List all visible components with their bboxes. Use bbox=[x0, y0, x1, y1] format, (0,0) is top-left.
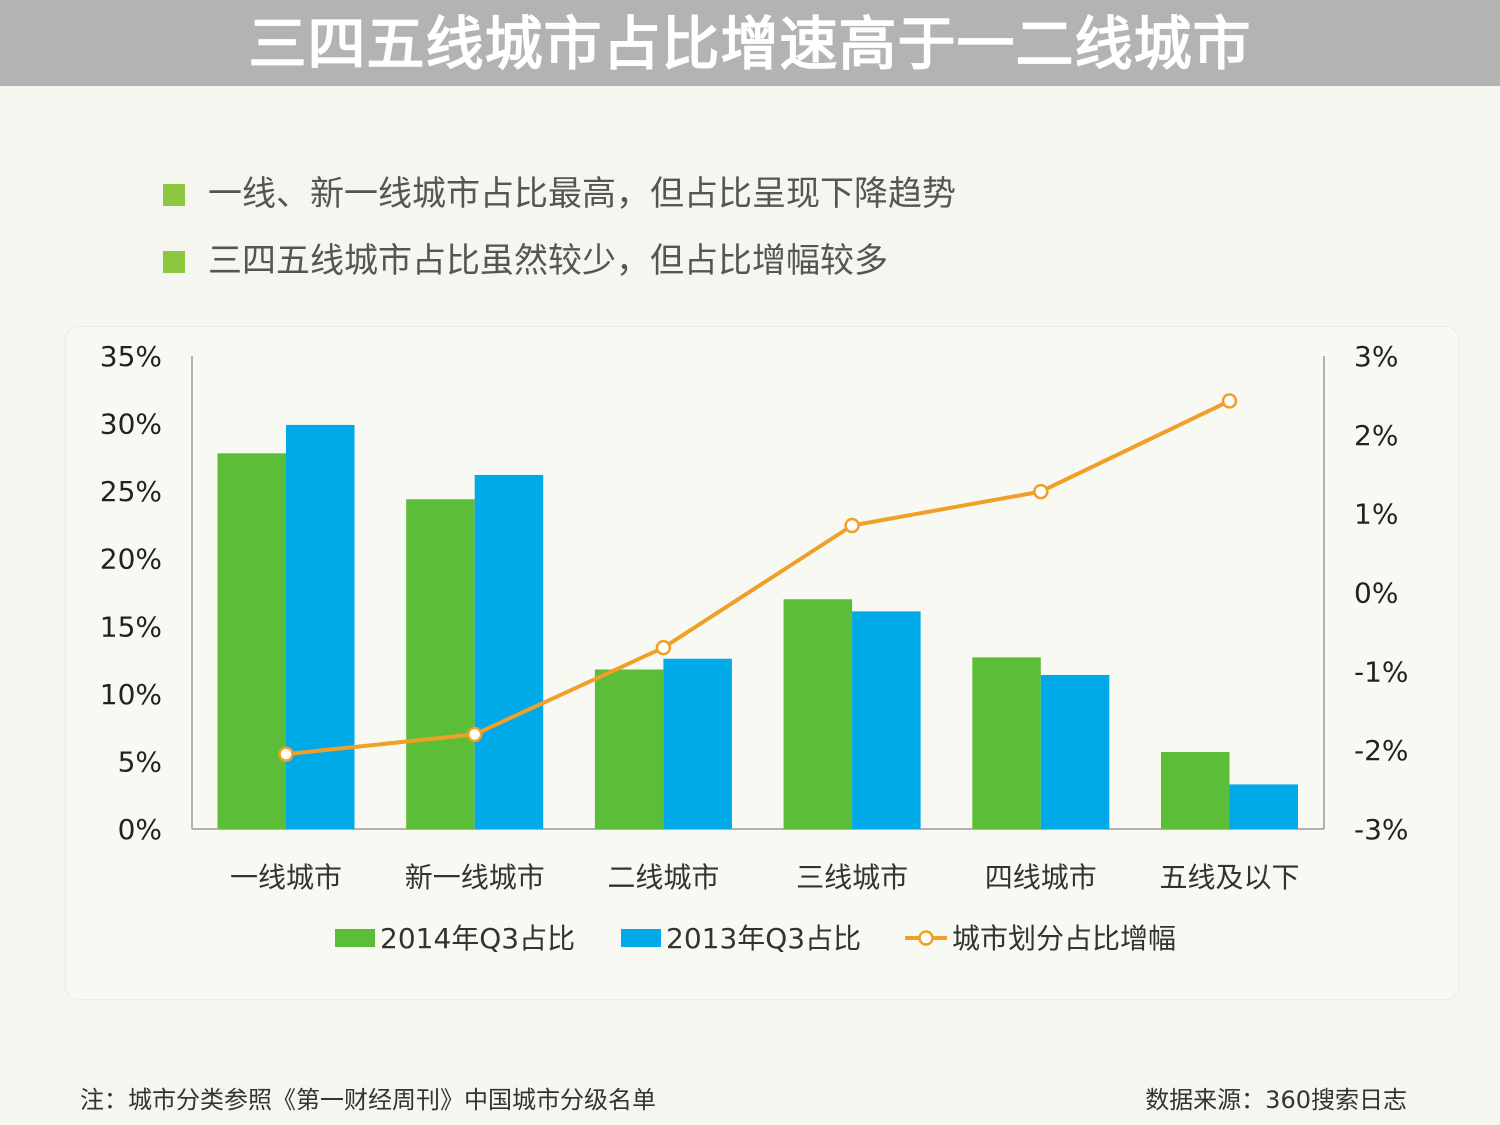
bar-series-2013 bbox=[1229, 784, 1298, 829]
right-tick-label: 2% bbox=[1354, 419, 1398, 452]
chart-line bbox=[278, 393, 1238, 762]
category-label: 一线城市 bbox=[230, 861, 342, 894]
right-tick-label: 1% bbox=[1354, 498, 1398, 531]
chart-axes bbox=[191, 356, 1325, 830]
category-label: 四线城市 bbox=[985, 861, 1097, 894]
left-tick-label: 25% bbox=[100, 475, 162, 508]
bar-series-2014 bbox=[594, 669, 664, 829]
bar-series-2014 bbox=[783, 599, 853, 829]
bar-series-2013 bbox=[663, 658, 732, 829]
right-tick-label: -1% bbox=[1354, 655, 1409, 688]
footer-note: 注：城市分类参照《第一财经周刊》中国城市分级名单 bbox=[80, 1086, 656, 1114]
bullet-text: 一线、新一线城市占比最高，但占比呈现下降趋势 bbox=[208, 174, 956, 214]
left-tick-label: 15% bbox=[100, 610, 162, 643]
right-tick-label: 3% bbox=[1354, 340, 1398, 373]
legend-swatch-bar bbox=[335, 929, 375, 947]
bar-series-2014 bbox=[1161, 751, 1230, 829]
right-tick-label: -2% bbox=[1354, 734, 1409, 767]
growth-point bbox=[1033, 483, 1049, 500]
bullet-square-icon bbox=[163, 251, 185, 273]
right-tick-label: 0% bbox=[1354, 577, 1398, 610]
growth-point bbox=[655, 639, 672, 656]
growth-point bbox=[844, 517, 860, 534]
left-tick-label: 20% bbox=[100, 543, 162, 576]
bullet-square-icon bbox=[163, 184, 185, 206]
chart-tick-labels: 0% 5% 10% 15% 20% 25% 30% 35% -3% -2% -1% 0% 1% 2% 3% 一… bbox=[100, 340, 1409, 894]
page-title: 三四五线城市占比增速高于一二线城市 bbox=[248, 10, 1252, 78]
bar-series-2014 bbox=[217, 453, 286, 829]
growth-line bbox=[285, 399, 1231, 757]
bar-series-2014 bbox=[972, 657, 1041, 829]
legend-label: 城市划分占比增幅 bbox=[952, 922, 1176, 955]
bar-series-2013 bbox=[1040, 674, 1110, 829]
left-tick-label: 10% bbox=[100, 678, 162, 711]
bar-series-2013 bbox=[852, 611, 921, 829]
legend-swatch-marker bbox=[918, 930, 934, 946]
growth-point bbox=[1221, 393, 1238, 409]
left-tick-label: 30% bbox=[100, 408, 162, 441]
left-tick-label: 35% bbox=[100, 340, 162, 373]
left-tick-label: 5% bbox=[118, 745, 162, 778]
left-tick-label: 0% bbox=[118, 813, 162, 846]
legend-label: 2013年Q3占比 bbox=[666, 922, 861, 955]
chart-legend: 2014年Q3占比 2013年Q3占比 城市划分占比增幅 bbox=[335, 922, 1176, 955]
category-label: 二线城市 bbox=[607, 861, 719, 894]
bar-series-2014 bbox=[406, 499, 475, 829]
category-label: 五线及以下 bbox=[1159, 861, 1299, 894]
growth-point bbox=[278, 746, 294, 762]
bar-series-2013 bbox=[286, 424, 355, 829]
bullet-text: 三四五线城市占比虽然较少，但占比增幅较多 bbox=[208, 241, 888, 281]
footer-source: 数据来源：360搜索日志 bbox=[1145, 1086, 1407, 1114]
legend-swatch-bar bbox=[621, 929, 661, 947]
category-label: 新一线城市 bbox=[405, 861, 545, 894]
right-tick-label: -3% bbox=[1354, 813, 1409, 846]
chart-bars bbox=[217, 424, 1298, 829]
category-label: 三线城市 bbox=[796, 861, 908, 894]
bar-series-2013 bbox=[474, 474, 544, 829]
legend-label: 2014年Q3占比 bbox=[380, 922, 575, 955]
title-bar bbox=[0, 0, 1500, 86]
growth-point bbox=[466, 726, 483, 743]
